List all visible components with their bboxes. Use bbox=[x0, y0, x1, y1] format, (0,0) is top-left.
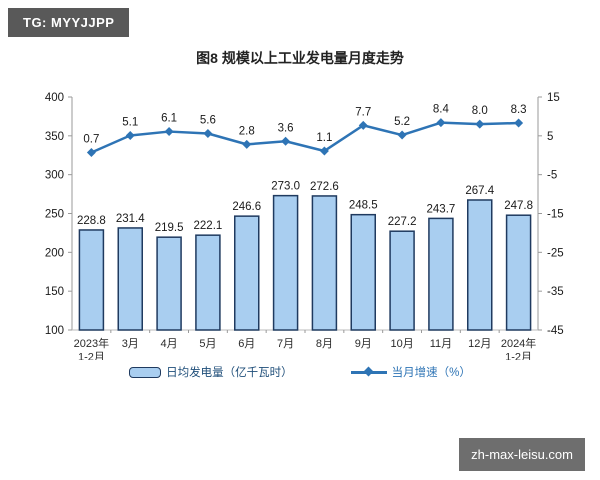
line-value-label: 8.0 bbox=[472, 105, 488, 117]
line-value-label: 7.7 bbox=[355, 106, 371, 118]
bar bbox=[156, 236, 182, 331]
bar bbox=[195, 234, 221, 331]
bar bbox=[234, 215, 260, 331]
line-value-label: 1.1 bbox=[316, 132, 332, 144]
left-axis-tick-label: 100 bbox=[45, 325, 64, 337]
line-value-label: 8.4 bbox=[433, 104, 450, 116]
line-value-label: 5.1 bbox=[122, 116, 138, 128]
bar-value-label: 243.7 bbox=[427, 203, 456, 215]
bar bbox=[117, 227, 143, 331]
left-axis-tick-label: 400 bbox=[45, 92, 64, 104]
bar-value-label: 231.4 bbox=[116, 213, 145, 225]
tg-badge: TG: MYYJJPP bbox=[8, 8, 130, 37]
growth-line bbox=[90, 121, 519, 154]
line-point-diamond bbox=[436, 118, 446, 128]
line-value-label: 8.3 bbox=[511, 104, 527, 116]
right-axis-tick-label: -15 bbox=[547, 209, 564, 221]
bar bbox=[311, 195, 338, 331]
x-axis-label: 12月 bbox=[468, 338, 491, 350]
legend-label-bars: 日均发电量（亿千瓦时） bbox=[166, 367, 293, 379]
bar bbox=[350, 213, 376, 331]
bar-value-label: 273.0 bbox=[271, 181, 300, 193]
line-series-swatch-icon bbox=[350, 366, 387, 378]
line-point-diamond bbox=[514, 118, 524, 128]
bar-value-label: 227.2 bbox=[388, 216, 417, 228]
bar bbox=[389, 230, 415, 331]
bar-value-label: 228.8 bbox=[77, 215, 106, 227]
x-axis-label: 7月 bbox=[277, 338, 294, 350]
bar bbox=[78, 229, 105, 331]
left-axis-tick-label: 150 bbox=[45, 286, 64, 298]
line-point-diamond bbox=[319, 146, 329, 156]
bar-value-label: 246.6 bbox=[232, 201, 261, 213]
chart-legend: 日均发电量（亿千瓦时） 当月增速（%） bbox=[0, 364, 600, 380]
legend-item-bars: 日均发电量（亿千瓦时） bbox=[129, 364, 293, 380]
x-axis-label: 6月 bbox=[238, 338, 255, 350]
bar bbox=[428, 217, 454, 331]
x-axis-label: 9月 bbox=[355, 338, 372, 350]
right-axis-tick-label: -45 bbox=[547, 325, 564, 337]
bar-series-swatch-icon bbox=[129, 366, 162, 378]
line-value-label: 3.6 bbox=[278, 122, 294, 134]
bar-value-label: 219.5 bbox=[155, 222, 184, 234]
line-point-diamond bbox=[203, 129, 213, 139]
line-value-label: 0.7 bbox=[83, 134, 99, 146]
line-point-diamond bbox=[125, 130, 135, 140]
left-axis-tick-label: 350 bbox=[45, 131, 64, 143]
line-value-label: 5.6 bbox=[200, 115, 216, 127]
line-point-diamond bbox=[397, 130, 407, 140]
x-axis-label: 2024年 1-2月 bbox=[501, 336, 536, 360]
right-axis-tick-label: -5 bbox=[547, 170, 557, 182]
right-axis-tick-label: -25 bbox=[547, 247, 564, 259]
bar bbox=[505, 214, 532, 331]
bar-value-label: 222.1 bbox=[194, 220, 223, 232]
bar-value-label: 247.8 bbox=[504, 200, 533, 212]
line-value-label: 6.1 bbox=[161, 113, 177, 125]
right-axis-tick-label: -35 bbox=[547, 286, 564, 298]
line-point-diamond bbox=[281, 136, 291, 146]
bar bbox=[272, 194, 299, 331]
line-value-label: 2.8 bbox=[239, 125, 255, 137]
bar-value-label: 272.6 bbox=[310, 181, 339, 193]
chart-title: 图8 规模以上工业发电量月度走势 bbox=[196, 50, 404, 66]
legend-item-line: 当月增速（%） bbox=[350, 364, 471, 380]
line-point-diamond bbox=[242, 139, 252, 149]
left-axis-tick-label: 300 bbox=[45, 170, 64, 182]
right-axis-tick-label: 5 bbox=[547, 131, 553, 143]
x-axis-label: 5月 bbox=[199, 338, 216, 350]
legend-label-line: 当月增速（%） bbox=[391, 367, 471, 379]
x-axis-label: 4月 bbox=[161, 338, 178, 350]
bar bbox=[467, 199, 493, 331]
x-axis-label: 11月 bbox=[430, 338, 452, 350]
line-point-diamond bbox=[475, 119, 485, 129]
x-axis-label: 3月 bbox=[122, 338, 139, 350]
line-point-diamond bbox=[164, 127, 174, 137]
left-axis-tick-label: 200 bbox=[45, 247, 64, 259]
bar-value-label: 267.4 bbox=[465, 185, 494, 197]
x-axis-label: 8月 bbox=[316, 338, 333, 350]
bar-value-label: 248.5 bbox=[349, 200, 378, 212]
chart-canvas: 400 350 300 250 200 150 100 15 5 -5 -15 -25 -35 -45 22… bbox=[45, 92, 564, 360]
line-point-diamond bbox=[358, 120, 368, 130]
x-axis-label: 2023年 1-2月 bbox=[74, 336, 109, 360]
x-axis-label: 10月 bbox=[390, 338, 413, 350]
line-value-label: 5.2 bbox=[394, 116, 410, 128]
line-point-diamond bbox=[86, 148, 96, 158]
right-axis-tick-label: 15 bbox=[547, 92, 560, 104]
watermark-badge: zh-max-leisu.com bbox=[459, 438, 585, 471]
left-axis-tick-label: 250 bbox=[45, 209, 64, 221]
